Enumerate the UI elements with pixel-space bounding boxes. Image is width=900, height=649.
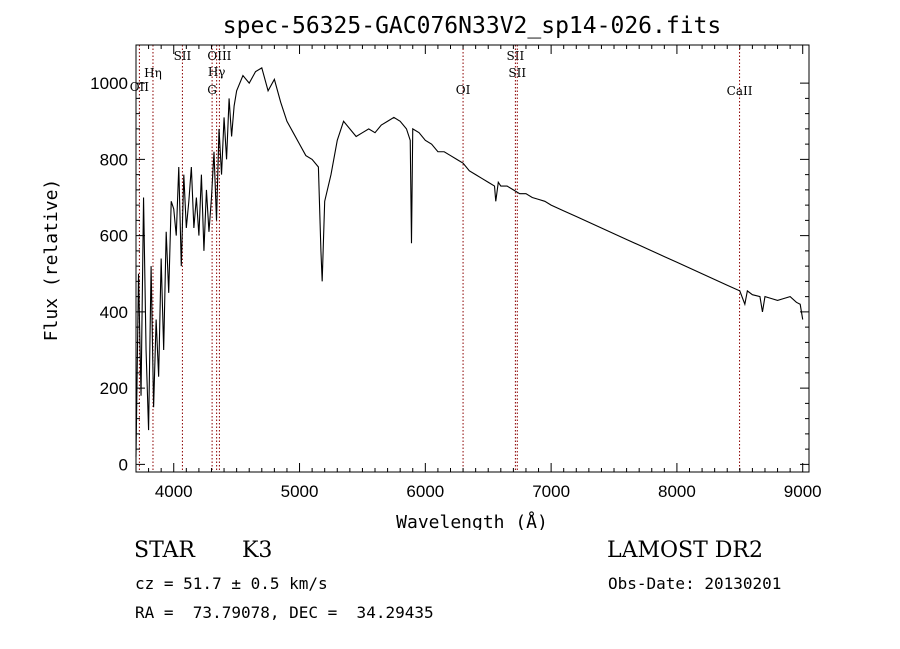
x-axis-ticks: 4000 5000 6000 7000 8000 9000 [135, 45, 822, 501]
spectrum-series-line [135, 67, 804, 457]
y-axis-ticks: 0 200 400 600 800 1000 [90, 74, 809, 474]
x-tick-label: 4000 [155, 482, 193, 501]
plot-frame [135, 44, 810, 473]
line-marker-label: G [207, 83, 217, 97]
y-tick-label: 800 [100, 150, 128, 169]
obs-date: Obs-Date: 20130201 [608, 574, 782, 593]
y-tick-label: 600 [100, 227, 128, 246]
line-marker-label: OII [130, 80, 150, 94]
y-tick-label: 200 [100, 379, 128, 398]
line-marker-label: Hη [144, 66, 162, 80]
x-tick-label: 9000 [784, 482, 822, 501]
line-marker-label: CaII [727, 84, 753, 98]
x-tick-label: 8000 [658, 482, 696, 501]
subclass-label: K3 [242, 538, 273, 563]
spectrum-chart: spec-56325-GAC076N33V2_sp14-026.fits OII… [41, 13, 822, 530]
x-tick-label: 6000 [406, 482, 444, 501]
cz-value: cz = 51.7 ± 0.5 km/s [135, 574, 328, 593]
y-tick-label: 1000 [90, 74, 128, 93]
line-marker-label: OI [456, 83, 471, 97]
y-axis-label: Flux (relative) [41, 179, 62, 342]
x-tick-label: 5000 [281, 482, 319, 501]
survey-label: LAMOST DR2 [607, 538, 763, 563]
line-marker-label: SII [507, 49, 525, 63]
line-marker-label: SII [508, 66, 526, 80]
line-marker-label: OIII [207, 49, 231, 63]
chart-title: spec-56325-GAC076N33V2_sp14-026.fits [223, 13, 722, 39]
class-label: STAR [134, 538, 195, 563]
line-marker-label: SII [174, 49, 192, 63]
y-tick-label: 0 [119, 455, 128, 474]
coordinates: RA = 73.79078, DEC = 34.29435 [135, 603, 434, 622]
x-axis-label: Wavelength (Å) [396, 511, 548, 530]
line-marker-label: Hγ [208, 65, 226, 79]
y-tick-label: 400 [100, 303, 128, 322]
x-tick-label: 7000 [532, 482, 570, 501]
